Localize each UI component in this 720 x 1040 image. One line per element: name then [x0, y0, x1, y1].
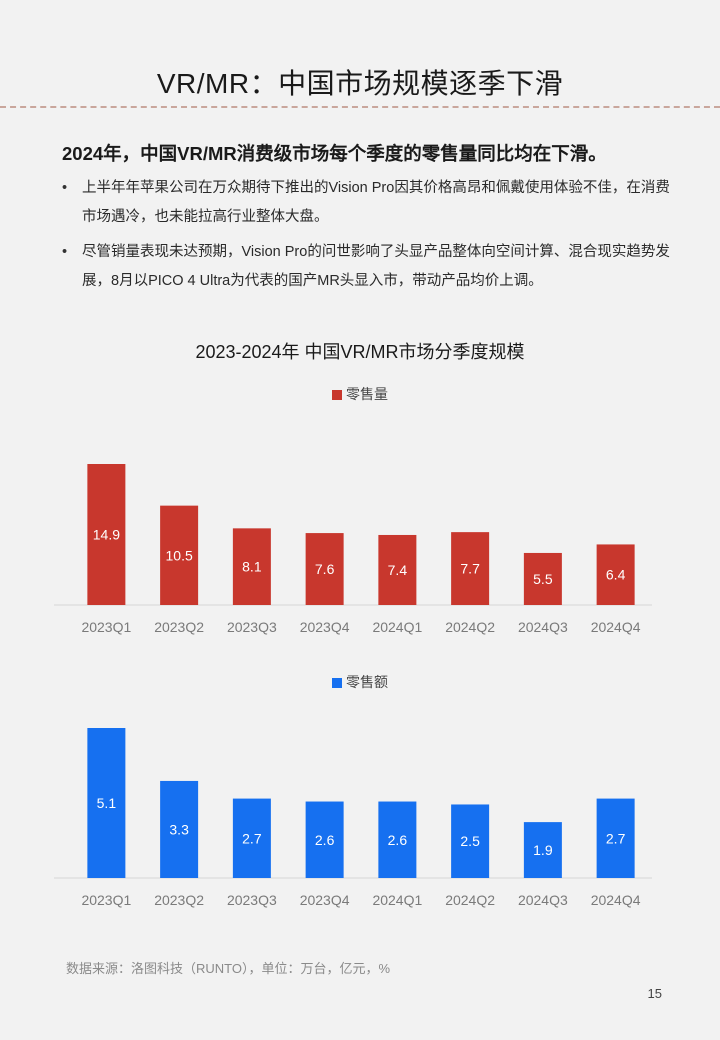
lead-statement: 2024年，中国VR/MR消费级市场每个季度的零售量同比均在下滑。 [62, 143, 607, 164]
legend-label-revenue: 零售额 [346, 674, 388, 690]
chart-title: 2023-2024年 中国VR/MR市场分季度规模 [195, 342, 525, 362]
data-label-2023Q3: 8.1 [242, 559, 262, 575]
bar-2023Q4 [305, 801, 344, 878]
retail-volume-bar-chart: 14.9 2023Q1 10.5 2023Q2 8.1 2023Q3 7.6 2023Q4 7.… [54, 464, 652, 635]
bar-2023Q1 [87, 728, 126, 878]
page-number: 15 [647, 986, 662, 1001]
legend-revenue: 零售额 [0, 672, 720, 692]
x-tick-2023Q3: 2023Q3 [227, 892, 277, 908]
page-title: VR/MR：中国市场规模逐季下滑 [156, 68, 564, 99]
x-tick-2023Q1: 2023Q1 [81, 892, 131, 908]
bar-2023Q3 [232, 798, 271, 878]
x-tick-2024Q3: 2024Q3 [518, 619, 568, 635]
bullet-item: 上半年年苹果公司在万众期待下推出的Vision Pro因其价格高昂和佩戴使用体验… [62, 174, 682, 232]
data-label-2024Q4: 2.7 [606, 830, 626, 846]
bar-2023Q2 [160, 780, 199, 878]
data-label-2023Q3: 2.7 [242, 830, 262, 846]
data-label-2024Q3: 5.5 [533, 571, 553, 587]
bar-2024Q4 [596, 544, 635, 605]
bar-2024Q2 [451, 804, 490, 878]
bullet-list: 上半年年苹果公司在万众期待下推出的Vision Pro因其价格高昂和佩戴使用体验… [62, 174, 682, 302]
data-label-2024Q1: 7.4 [388, 562, 408, 578]
bar-2024Q1 [378, 534, 417, 605]
x-tick-2023Q4: 2023Q4 [300, 892, 350, 908]
x-tick-2024Q4: 2024Q4 [591, 892, 641, 908]
bar-2024Q3 [523, 822, 562, 878]
x-tick-2024Q2: 2024Q2 [445, 892, 495, 908]
data-label-2023Q1: 5.1 [97, 795, 117, 811]
x-tick-2024Q1: 2024Q1 [372, 892, 422, 908]
data-label-2024Q2: 7.7 [460, 561, 480, 577]
legend-volume: 零售量 [0, 384, 720, 404]
title-divider [0, 106, 720, 108]
data-label-2024Q1: 2.6 [388, 832, 408, 848]
bar-2023Q1 [87, 464, 126, 605]
x-tick-2023Q2: 2023Q2 [154, 619, 204, 635]
legend-swatch-volume [332, 390, 342, 400]
bar-2024Q4 [596, 798, 635, 878]
retail-revenue-bar-chart: 5.1 2023Q1 3.3 2023Q2 2.7 2023Q3 2.6 2023Q4 2.6 2… [54, 728, 652, 908]
bar-2023Q4 [305, 533, 344, 605]
data-label-2024Q3: 1.9 [533, 842, 553, 858]
x-tick-2023Q1: 2023Q1 [81, 619, 131, 635]
data-source-note: 数据来源：洛图科技（RUNTO），单位：万台，亿元，% [66, 961, 391, 976]
data-label-2023Q4: 7.6 [315, 561, 335, 577]
x-tick-2023Q3: 2023Q3 [227, 619, 277, 635]
data-label-2023Q2: 10.5 [166, 547, 193, 563]
bullet-item: 尽管销量表现未达预期，Vision Pro的问世影响了头显产品整体向空间计算、混… [62, 238, 682, 296]
x-tick-2023Q4: 2023Q4 [300, 619, 350, 635]
bar-2024Q3 [523, 552, 562, 605]
x-tick-2024Q3: 2024Q3 [518, 892, 568, 908]
legend-label-volume: 零售量 [346, 386, 388, 402]
bar-2024Q1 [378, 801, 417, 878]
data-label-2024Q4: 6.4 [606, 567, 626, 583]
bar-2023Q3 [232, 528, 271, 605]
bar-2023Q2 [160, 505, 199, 605]
data-label-2023Q2: 3.3 [169, 821, 189, 837]
x-tick-2024Q2: 2024Q2 [445, 619, 495, 635]
data-label-2023Q4: 2.6 [315, 832, 335, 848]
data-label-2024Q2: 2.5 [460, 833, 480, 849]
x-tick-2024Q4: 2024Q4 [591, 619, 641, 635]
bar-2024Q2 [451, 532, 490, 605]
x-tick-2024Q1: 2024Q1 [372, 619, 422, 635]
x-tick-2023Q2: 2023Q2 [154, 892, 204, 908]
legend-swatch-revenue [332, 678, 342, 688]
data-label-2023Q1: 14.9 [93, 527, 120, 543]
